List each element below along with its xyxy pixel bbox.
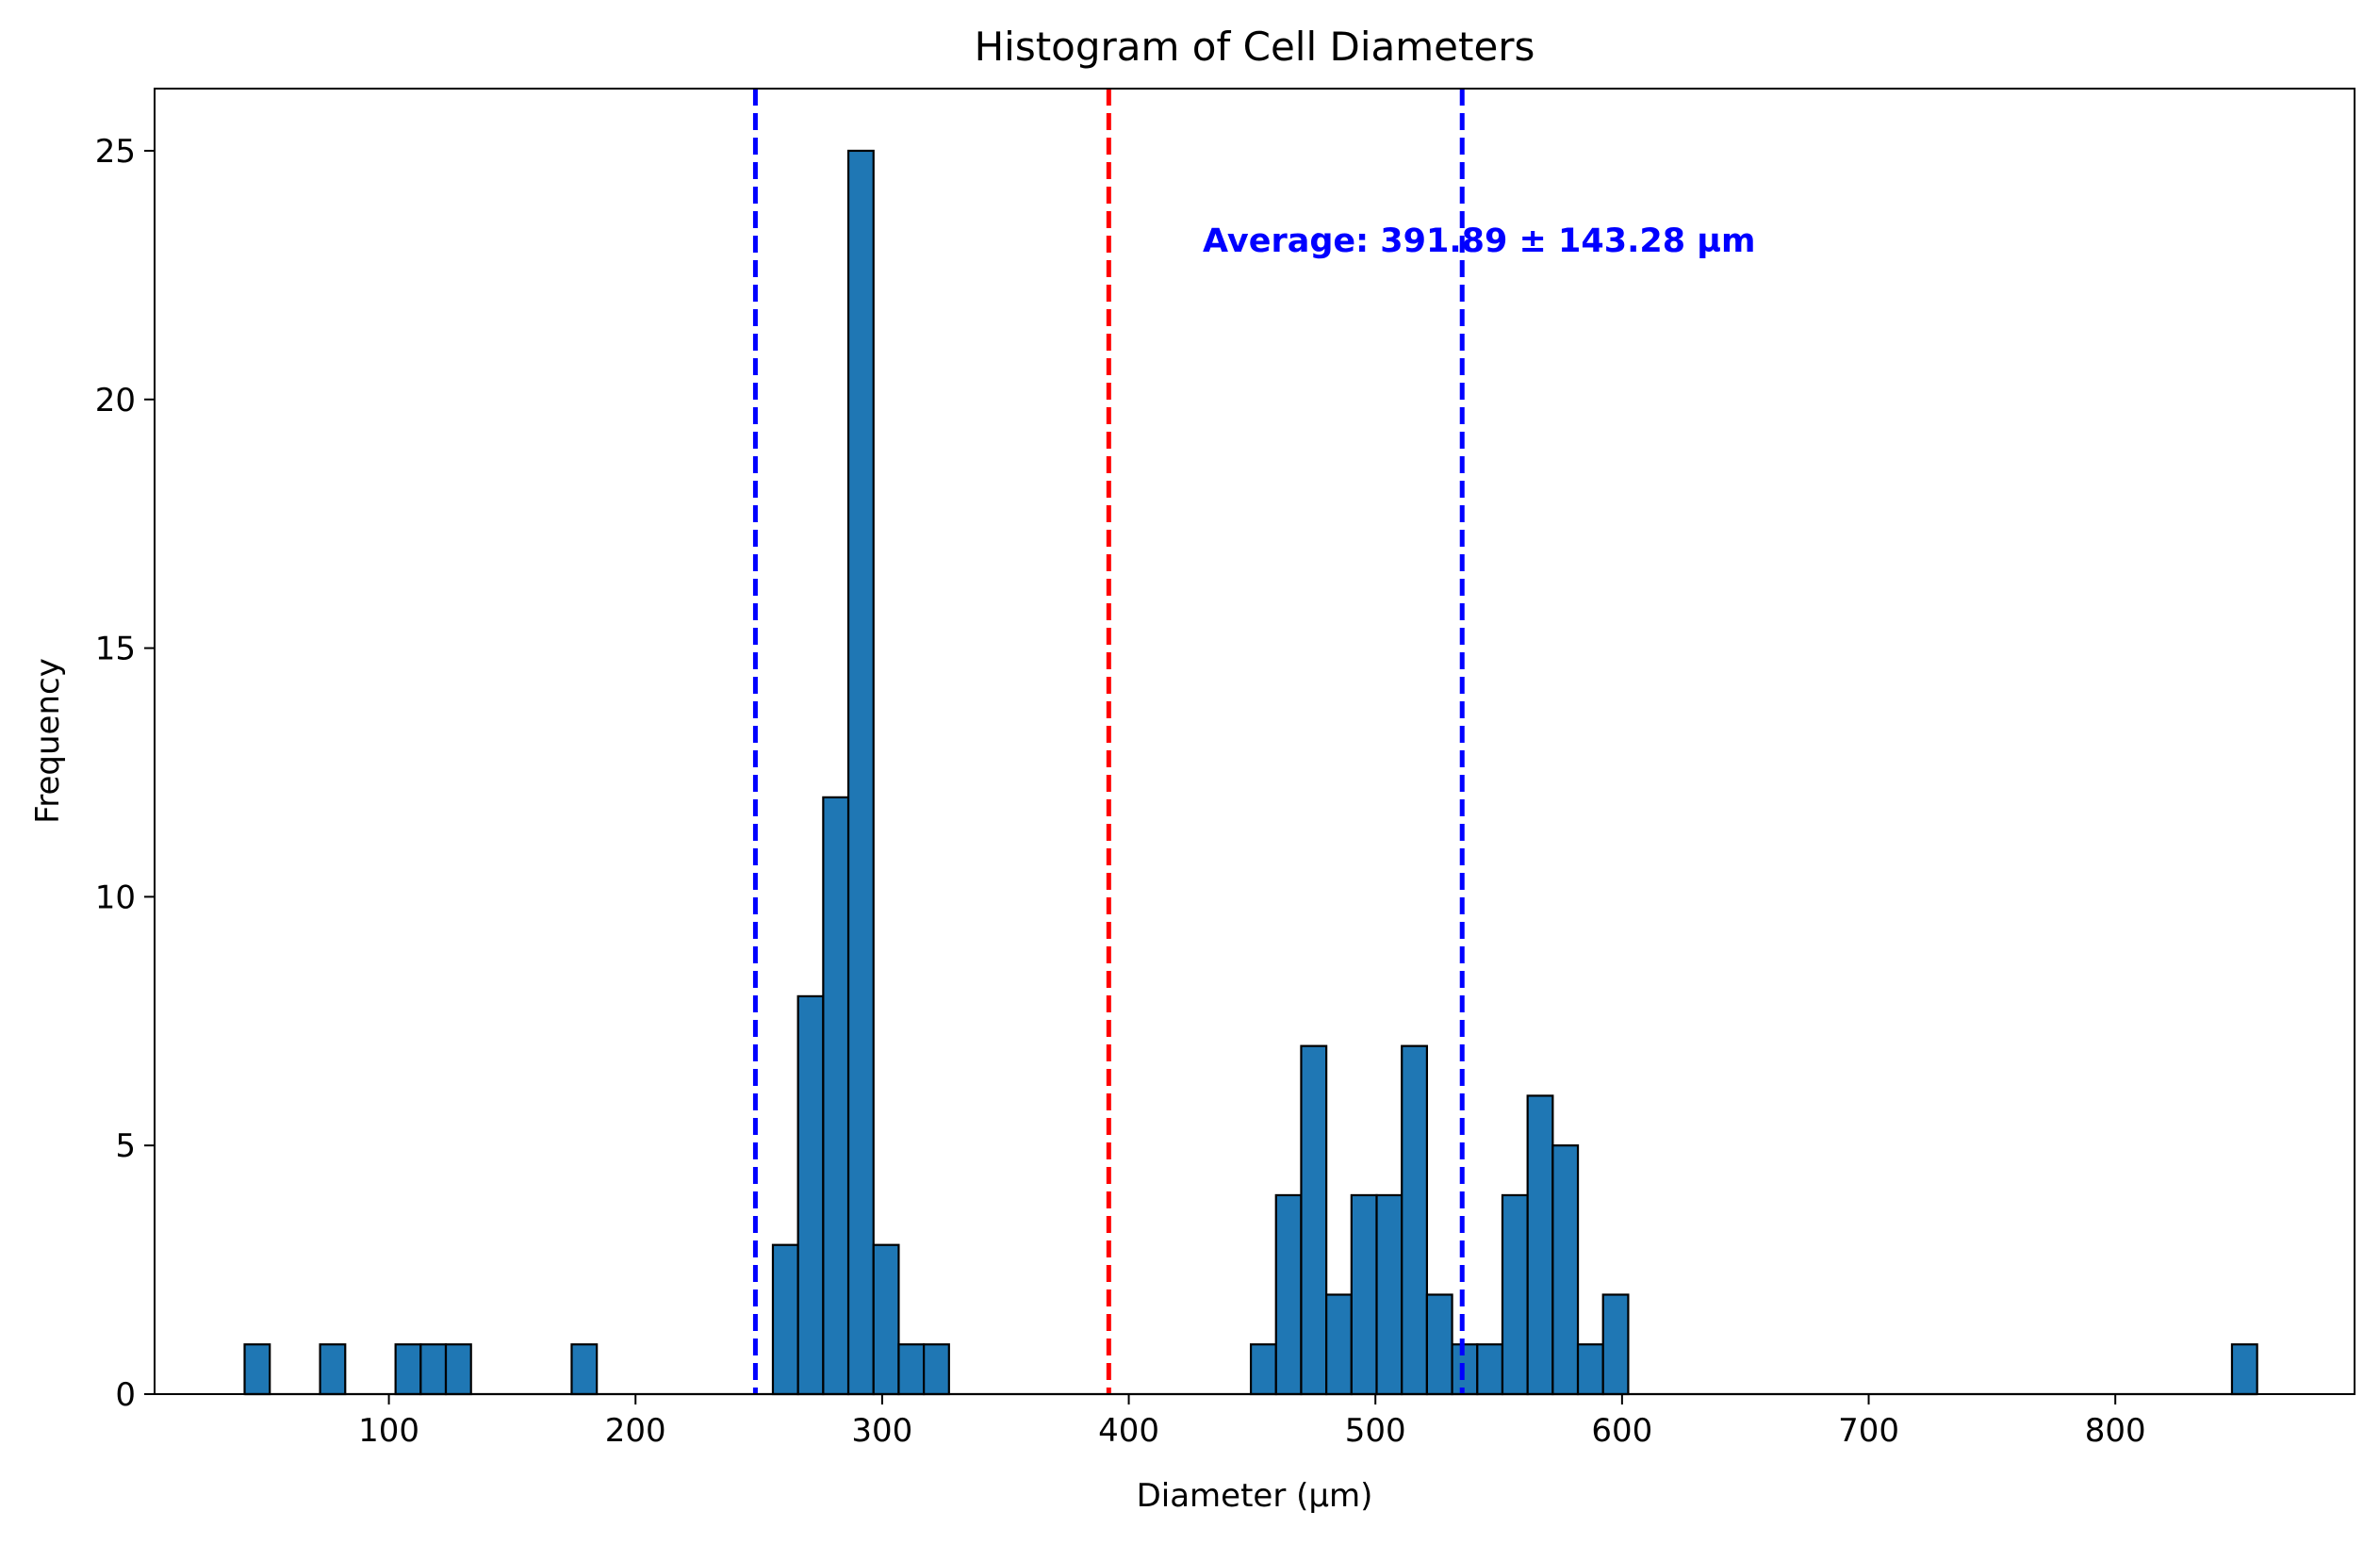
x-tick-label: 600 (1591, 1412, 1652, 1450)
histogram-bar (1375, 1193, 1403, 1396)
histogram-bar (1274, 1193, 1303, 1396)
histogram-bar (1249, 1343, 1277, 1396)
y-tick-label: 25 (95, 133, 136, 171)
histogram-bar (394, 1343, 422, 1396)
histogram-bar (897, 1343, 926, 1396)
histogram-bar (822, 796, 850, 1396)
y-tick-label: 5 (115, 1127, 136, 1165)
y-tick-label: 10 (95, 879, 136, 916)
x-axis-ticks: 100 200 300 400 500 600 700 800 (358, 1394, 2146, 1450)
histogram-bar (846, 149, 875, 1396)
x-tick-label: 200 (605, 1412, 666, 1450)
histogram-bar (923, 1343, 950, 1396)
histogram-bar (1526, 1094, 1554, 1396)
histogram-bar (444, 1343, 472, 1396)
histogram-bar (796, 994, 825, 1396)
plot-frame (154, 88, 2355, 1395)
x-tick-label: 300 (851, 1412, 912, 1450)
histogram-bar (1576, 1343, 1604, 1396)
y-tick-label: 20 (95, 382, 136, 419)
y-tick-label: 0 (115, 1376, 136, 1414)
y-axis-ticks: 0 5 10 15 20 25 (95, 133, 155, 1414)
average-annotation: Average: 391.89 ± 143.28 µm (1203, 222, 1755, 260)
histogram-bars (243, 149, 2258, 1396)
histogram-bar (243, 1343, 271, 1396)
histogram-bar (872, 1243, 900, 1396)
chart-title: Histogram of Cell Diameters (975, 24, 1535, 70)
histogram-bar (1501, 1193, 1529, 1396)
histogram-bar (319, 1343, 347, 1396)
plot-area-background (155, 89, 2355, 1394)
histogram-bar (1300, 1044, 1328, 1396)
histogram-bar (1325, 1293, 1353, 1396)
x-tick-label: 700 (1838, 1412, 1899, 1450)
x-tick-label: 100 (358, 1412, 419, 1450)
histogram-bar (1425, 1293, 1453, 1396)
histogram-bar (1551, 1144, 1580, 1396)
histogram-bar (1476, 1343, 1504, 1396)
histogram-bar (2230, 1343, 2258, 1396)
histogram-bar (1350, 1193, 1378, 1396)
x-axis-label: Diameter (µm) (1137, 1477, 1373, 1515)
x-tick-label: 500 (1345, 1412, 1406, 1450)
histogram-bar (1451, 1343, 1479, 1396)
histogram-bar (1401, 1044, 1428, 1396)
reference-lines (752, 89, 1465, 1394)
y-tick-label: 15 (95, 631, 136, 668)
histogram-bar (570, 1343, 599, 1396)
x-tick-label: 800 (2085, 1412, 2146, 1450)
histogram-bar (1601, 1293, 1630, 1396)
histogram-bar (419, 1343, 448, 1396)
x-tick-label: 400 (1098, 1412, 1159, 1450)
y-axis-label: Frequency (29, 658, 67, 824)
histogram-bar (771, 1243, 799, 1396)
